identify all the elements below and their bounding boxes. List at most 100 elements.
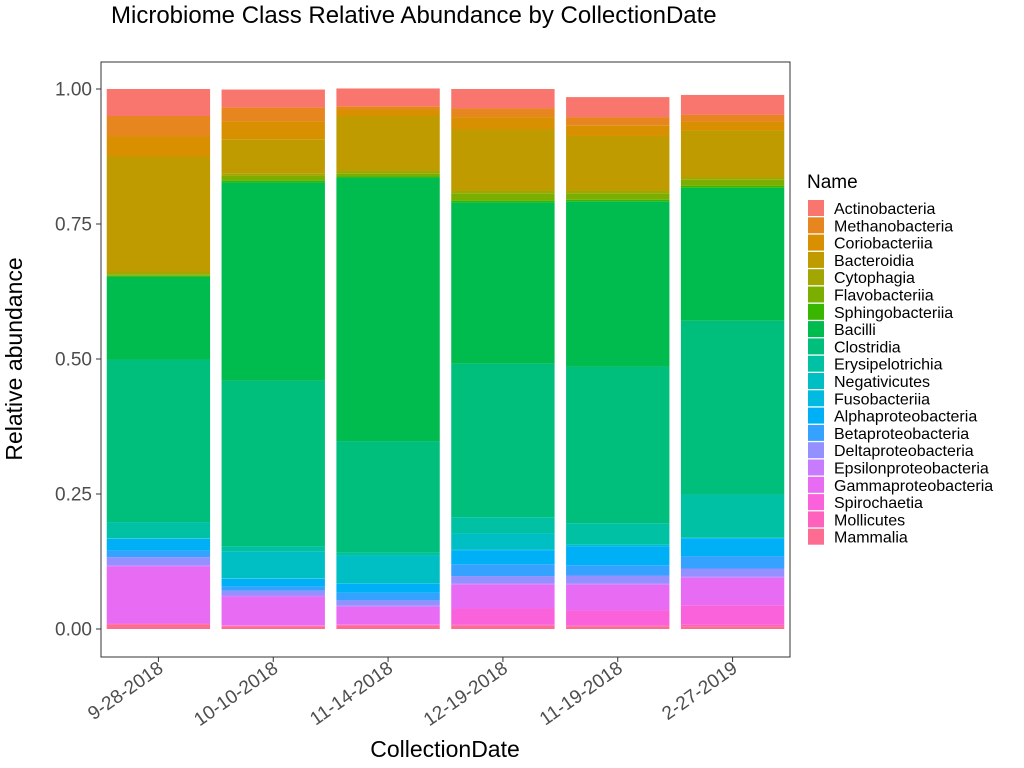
bar-segment-alphaproteobacteria-3: [451, 550, 555, 565]
bar-segment-clostridia-2: [336, 441, 440, 553]
legend-label: Deltaproteobacteria: [834, 443, 974, 460]
bar-segment-bacilli-1: [221, 182, 325, 381]
bar-segment-bacteroidia-3: [451, 129, 555, 191]
bar-segment-bacteroidia-4: [566, 135, 670, 191]
bar-segment-clostridia-0: [106, 359, 211, 523]
legend-label: Alphaproteobacteria: [834, 409, 977, 426]
bar-segment-negativicutes-1: [221, 551, 325, 579]
bar-segment-gammaproteobacteria-5: [680, 577, 785, 606]
bar-segment-betaproteobacteria-4: [566, 565, 670, 576]
bar-segment-sphingobacteriia-2: [336, 176, 440, 178]
legend-swatch: [808, 234, 824, 251]
legend-label: Coriobacteriia: [834, 236, 933, 253]
bar-segment-fusobacteriia-0: [106, 538, 211, 539]
legend-swatch: [808, 476, 824, 493]
legend: ActinobacteriaMethanobacteriaCoriobacter…: [808, 200, 993, 547]
legend-label: Cytophagia: [834, 270, 915, 287]
x-axis-title: CollectionDate: [370, 736, 520, 762]
bar-segment-alphaproteobacteria-5: [680, 538, 785, 557]
bar-segment-deltaproteobacteria-4: [566, 575, 670, 584]
legend-label: Bacteroidia: [834, 253, 914, 270]
bar-segment-erysipelotrichia-1: [221, 546, 325, 552]
bar-segment-epsilonproteobacteria-3: [451, 583, 555, 585]
legend-swatch: [808, 528, 824, 545]
bar-segment-mammalia-4: [566, 626, 670, 629]
bar-segment-mollicutes-1: [221, 625, 325, 627]
bar-segment-erysipelotrichia-0: [106, 522, 211, 539]
bar-segment-fusobacteriia-4: [566, 544, 670, 547]
bar-segment-clostridia-5: [680, 320, 785, 495]
bar-segment-methanobacteria-2: [336, 106, 440, 110]
bar-segment-epsilonproteobacteria-1: [221, 595, 325, 597]
plot-area: [106, 88, 785, 629]
legend-label: Flavobacteriia: [834, 288, 934, 305]
legend-label: Betaproteobacteria: [834, 426, 969, 443]
bar-segment-cytophagia-2: [336, 170, 440, 174]
bar-segment-bacteroidia-2: [336, 116, 440, 171]
legend-label: Mammalia: [834, 530, 908, 547]
y-tick-label: 0.50: [55, 350, 92, 371]
bar-segment-deltaproteobacteria-3: [451, 576, 555, 584]
bar-segment-flavobacteriia-3: [451, 193, 555, 201]
legend-swatch: [808, 251, 824, 268]
bar-segment-mammalia-0: [106, 624, 211, 629]
bar-segment-sphingobacteriia-3: [451, 200, 555, 203]
bar-segment-cytophagia-5: [680, 177, 785, 180]
bar-segment-cytophagia-4: [566, 190, 670, 194]
bar-segment-erysipelotrichia-4: [566, 523, 670, 545]
bar-segment-alphaproteobacteria-0: [106, 538, 211, 551]
bar-segment-clostridia-3: [451, 363, 555, 518]
legend-label: Epsilonproteobacteria: [834, 461, 989, 478]
x-tick-label: 2-27-2019: [658, 658, 741, 725]
bar-segment-flavobacteriia-1: [221, 175, 325, 181]
bar-segment-flavobacteriia-4: [566, 193, 670, 200]
bar-segment-coriobacteriia-1: [221, 121, 325, 140]
legend-label: Erysipelotrichia: [834, 357, 943, 374]
bar-segment-betaproteobacteria-1: [221, 586, 325, 591]
bar-segment-mammalia-5: [680, 626, 785, 629]
legend-swatch: [808, 407, 824, 424]
bar-segment-deltaproteobacteria-0: [106, 557, 211, 566]
bar-segment-fusobacteriia-1: [221, 578, 325, 579]
legend-label: Actinobacteria: [834, 201, 935, 218]
bar-segment-spirochaetia-2: [336, 624, 440, 625]
bar-segment-spirochaetia-1: [221, 625, 325, 626]
bar-segment-bacteroidia-0: [106, 156, 211, 272]
bar-segment-actinobacteria-1: [221, 89, 325, 108]
legend-label: Sphingobacteriia: [834, 305, 953, 322]
legend-swatch: [808, 200, 824, 216]
bar-segment-actinobacteria-4: [566, 97, 670, 118]
legend-label: Spirochaetia: [834, 495, 923, 512]
legend-swatch: [808, 424, 824, 441]
bar-segment-betaproteobacteria-2: [336, 592, 440, 601]
bar-segment-erysipelotrichia-3: [451, 517, 555, 534]
bar-segment-sphingobacteriia-0: [106, 275, 211, 277]
bar-segment-mollicutes-5: [680, 624, 785, 627]
legend-label: Methanobacteria: [834, 218, 953, 235]
legend-label: Clostridia: [834, 339, 901, 356]
bar-segment-mammalia-2: [336, 625, 440, 629]
bar-segment-betaproteobacteria-3: [451, 564, 555, 577]
bar-segment-spirochaetia-4: [566, 610, 670, 626]
x-tick-label: 9-28-2018: [84, 658, 167, 725]
bar-segment-gammaproteobacteria-3: [451, 584, 555, 609]
bar-segment-epsilonproteobacteria-2: [336, 605, 440, 607]
bar-segment-deltaproteobacteria-2: [336, 600, 440, 606]
bar-segment-coriobacteriia-5: [680, 121, 785, 131]
bar-segment-fusobacteriia-5: [680, 537, 785, 539]
legend-title: Name: [807, 172, 858, 193]
bar-segment-clostridia-4: [566, 366, 670, 524]
legend-label: Negativicutes: [834, 374, 930, 391]
legend-swatch: [808, 494, 824, 511]
x-tick-label: 11-19-2018: [536, 658, 627, 730]
bar-segment-coriobacteriia-3: [451, 117, 555, 130]
bar-segment-flavobacteriia-0: [106, 274, 211, 276]
chart-title: Microbiome Class Relative Abundance by C…: [111, 2, 717, 29]
bar-segment-actinobacteria-3: [451, 89, 555, 109]
bar-segment-sphingobacteriia-4: [566, 199, 670, 202]
bar-segment-gammaproteobacteria-2: [336, 606, 440, 625]
legend-swatch: [808, 373, 824, 389]
legend-label: Mollicutes: [834, 512, 905, 529]
bar-segment-methanobacteria-1: [221, 107, 325, 122]
